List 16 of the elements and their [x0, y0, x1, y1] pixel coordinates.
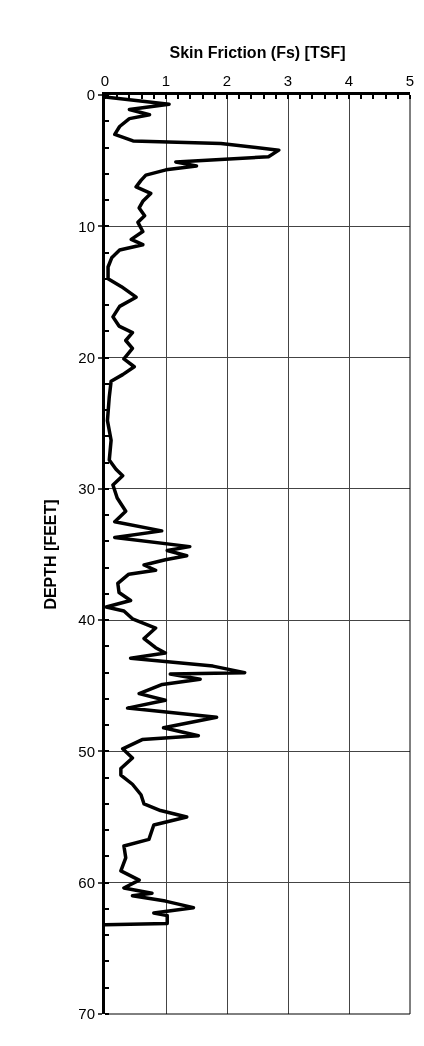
y-tick-label: 20 [78, 348, 95, 366]
x-tick-label: 0 [100, 72, 110, 89]
x-tick-label: 1 [161, 72, 171, 89]
y-tick-label: 10 [78, 217, 95, 235]
x-tick-label: 3 [283, 72, 293, 89]
y-tick-label: 30 [78, 480, 95, 498]
y-tick-label: 0 [86, 86, 95, 104]
x-axis-title: Skin Friction (Fs) [TSF] [169, 43, 346, 61]
y-axis-title: DEPTH [FEET] [42, 499, 60, 610]
x-tick-label: 4 [344, 72, 354, 89]
x-tick-label: 5 [405, 72, 415, 89]
y-tick-label: 40 [78, 611, 95, 629]
y-tick-label: 60 [78, 873, 95, 891]
y-tick-label: 50 [78, 742, 95, 760]
y-tick-label: 70 [78, 1005, 95, 1023]
x-tick-label: 2 [222, 72, 232, 89]
